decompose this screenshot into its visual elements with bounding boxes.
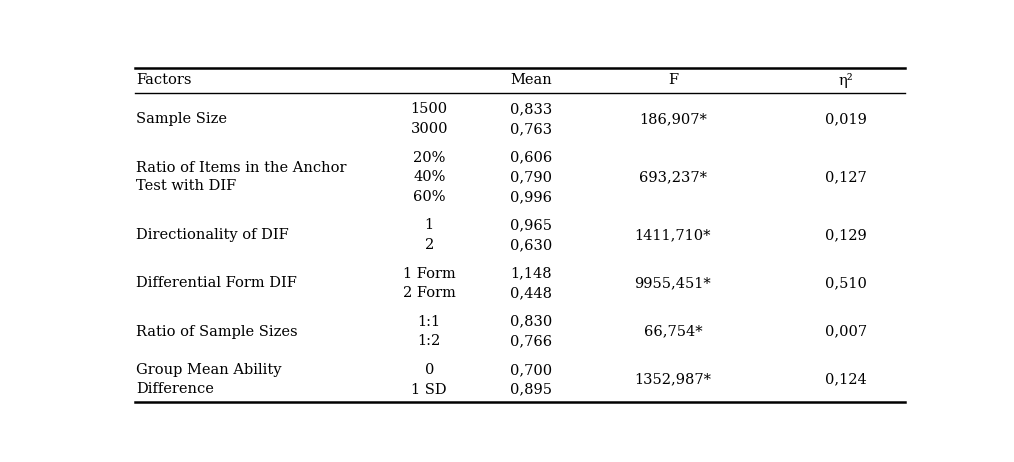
Text: 1411,710*: 1411,710*	[635, 228, 711, 242]
Text: 9955,451*: 9955,451*	[635, 276, 711, 291]
Text: 1: 1	[425, 219, 434, 232]
Text: 0,965: 0,965	[510, 219, 553, 232]
Text: 1500: 1500	[411, 103, 448, 116]
Text: 0,895: 0,895	[510, 383, 553, 396]
Text: 1:1: 1:1	[418, 315, 441, 329]
Text: 0,019: 0,019	[824, 112, 867, 126]
Text: F: F	[668, 73, 678, 87]
Text: Sample Size: Sample Size	[136, 112, 227, 126]
Text: 1,148: 1,148	[511, 267, 553, 280]
Text: Ratio of Sample Sizes: Ratio of Sample Sizes	[136, 324, 298, 339]
Text: 60%: 60%	[413, 190, 445, 204]
Text: 0,830: 0,830	[510, 315, 553, 329]
Text: 1 SD: 1 SD	[412, 383, 447, 396]
Text: 0,833: 0,833	[510, 103, 553, 116]
Text: 20%: 20%	[413, 151, 445, 164]
Text: 0,630: 0,630	[510, 238, 553, 252]
Text: 40%: 40%	[413, 170, 445, 184]
Text: 1 Form: 1 Form	[403, 267, 455, 280]
Text: Directionality of DIF: Directionality of DIF	[136, 228, 289, 242]
Text: 0,127: 0,127	[825, 170, 867, 184]
Text: 0: 0	[425, 363, 434, 377]
Text: Differential Form DIF: Differential Form DIF	[136, 276, 297, 291]
Text: 0,606: 0,606	[510, 151, 553, 164]
Text: 0,129: 0,129	[825, 228, 867, 242]
Text: 693,237*: 693,237*	[639, 170, 707, 184]
Text: 1352,987*: 1352,987*	[635, 373, 712, 387]
Text: 1:2: 1:2	[418, 334, 441, 348]
Text: 0,766: 0,766	[510, 334, 553, 348]
Text: 3000: 3000	[411, 122, 448, 136]
Text: 0,448: 0,448	[510, 286, 553, 300]
Text: Group Mean Ability
Difference: Group Mean Ability Difference	[136, 364, 282, 396]
Text: 0,996: 0,996	[510, 190, 553, 204]
Text: 0,790: 0,790	[510, 170, 553, 184]
Text: 2: 2	[425, 238, 434, 252]
Text: η²: η²	[839, 73, 853, 88]
Text: 186,907*: 186,907*	[639, 112, 707, 126]
Text: 2 Form: 2 Form	[403, 286, 455, 300]
Text: 0,007: 0,007	[824, 324, 867, 339]
Text: 0,124: 0,124	[825, 373, 867, 387]
Text: 0,510: 0,510	[824, 276, 867, 291]
Text: Ratio of Items in the Anchor
Test with DIF: Ratio of Items in the Anchor Test with D…	[136, 161, 347, 194]
Text: 0,763: 0,763	[510, 122, 553, 136]
Text: 0,700: 0,700	[510, 363, 553, 377]
Text: 66,754*: 66,754*	[644, 324, 703, 339]
Text: Factors: Factors	[136, 73, 192, 87]
Text: Mean: Mean	[511, 73, 553, 87]
